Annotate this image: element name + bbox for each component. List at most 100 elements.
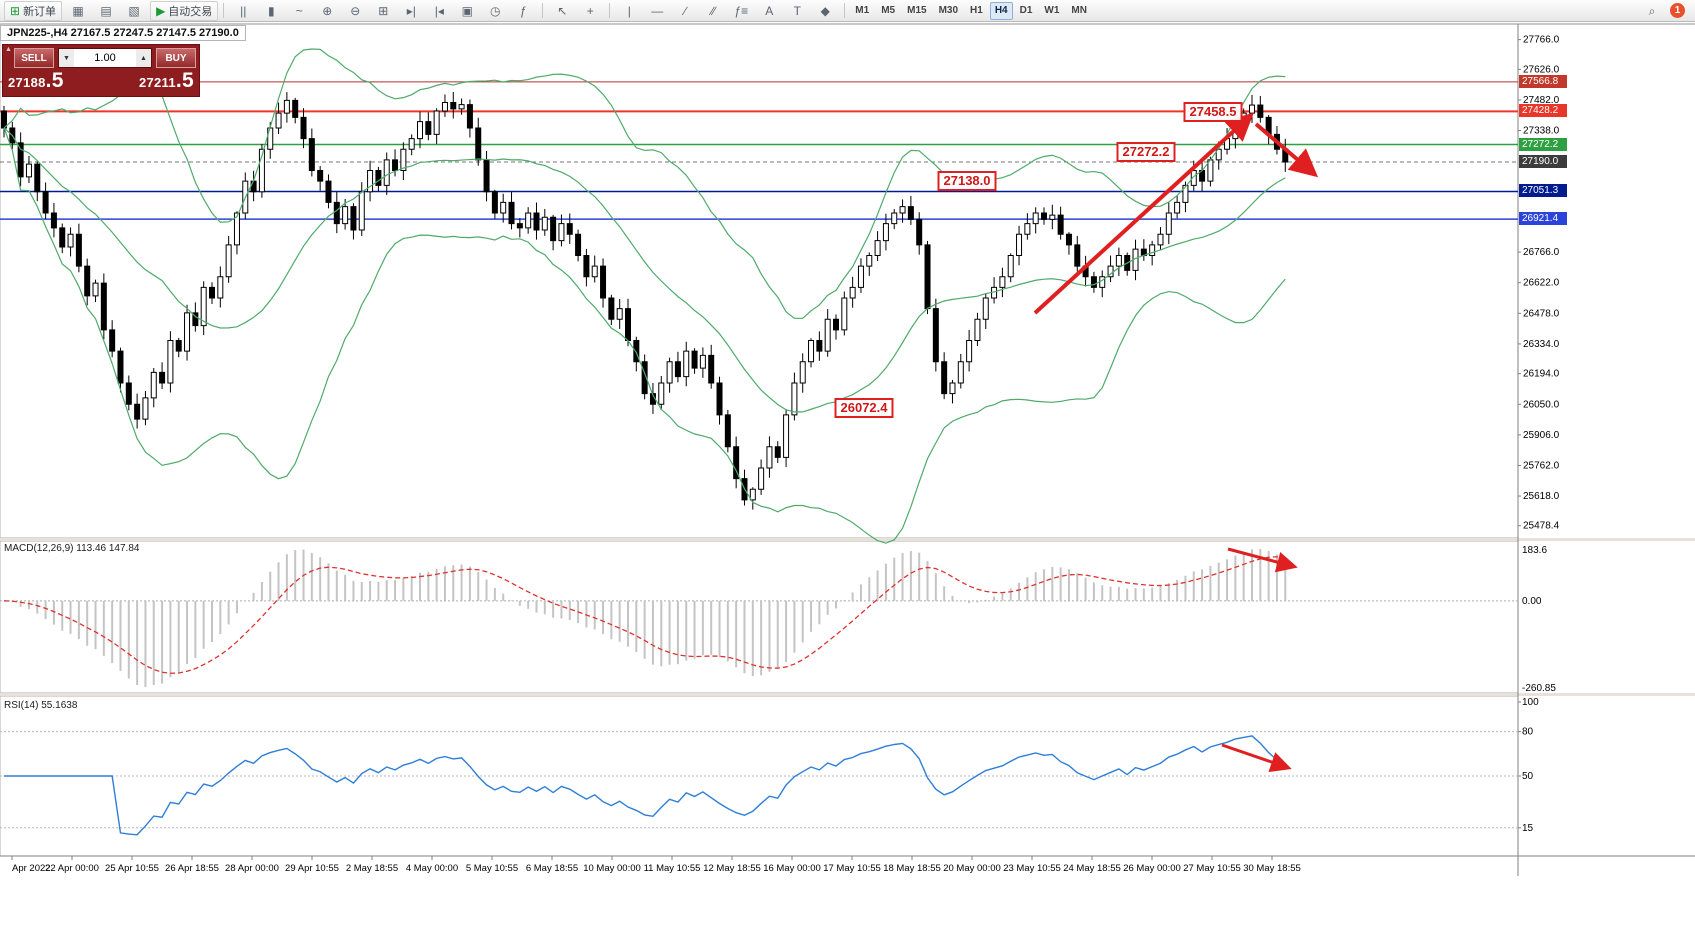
time-axis-label: Apr 2022 [12,863,51,874]
volume-input[interactable] [74,49,136,67]
time-axis-label: 18 May 18:55 [883,863,941,874]
price-annotation[interactable]: 27272.2 [1116,142,1176,162]
volume-increase-button[interactable]: ▲ [136,49,151,67]
time-axis-label: 23 May 10:55 [1003,863,1061,874]
period-clock-button[interactable]: ◷ [481,1,509,21]
chart-shift-icon: |◂ [434,3,444,18]
search-button[interactable]: ⌕ [1638,1,1666,21]
text-label-button[interactable]: T [783,1,811,21]
bar-chart-button[interactable]: || [229,1,257,21]
svg-text:15: 15 [1522,823,1534,834]
price-axis-tick: 26334.0 [1523,339,1560,350]
indicators-icon: ƒ [519,3,527,18]
timeframe-m15[interactable]: M15 [907,4,927,16]
indicators-button[interactable]: ƒ [509,1,537,21]
timeframe-mn[interactable]: MN [1071,4,1087,16]
time-axis-label: 26 Apr 18:55 [165,863,219,874]
notification-badge[interactable]: 1 [1670,3,1685,18]
main-toolbar: ⊞ 新订单 ▦ ▤ ▧ ▶ 自动交易 || ▮ ~ ⊕ ⊖ ⊞ ▸| |◂ ▣ ◷ ƒ ↖ + | — ∕ ∕∕… [0,0,1695,22]
zoom-in-button[interactable]: ⊕ [313,1,341,21]
timeframe-h4[interactable]: H4 [989,1,1013,20]
auto-scroll-button[interactable]: ▸| [397,1,425,21]
toolbar-group-objects: | — ∕ ∕∕ ƒ≡ A T ◆ [615,1,839,21]
collapse-panel-icon[interactable]: ▲ [5,46,12,53]
vertical-line-icon: | [627,3,631,18]
search-icon: ⌕ [1648,3,1656,18]
cursor-icon: ↖ [557,3,568,18]
timeframe-w1[interactable]: W1 [1044,4,1060,16]
buy-button[interactable]: BUY [156,48,196,68]
time-axis-label: 24 May 18:55 [1063,863,1121,874]
time-axis-label: 12 May 18:55 [703,863,761,874]
price-line-tag: 27566.8 [1519,74,1567,88]
toolbar-separator [609,3,611,18]
new-order-label: 新订单 [23,5,57,18]
time-axis-label: 2 May 18:55 [346,863,398,874]
zoom-out-icon: ⊖ [350,3,361,18]
text-button[interactable]: A [755,1,783,21]
svg-text:-260.85: -260.85 [1522,683,1556,694]
timeframe-h1[interactable]: H1 [970,4,983,16]
price-axis-tick: 25478.4 [1523,521,1560,532]
svg-text:80: 80 [1522,727,1534,738]
line-chart-button[interactable]: ~ [285,1,313,21]
timeframe-d1[interactable]: D1 [1019,4,1033,16]
profiles-button[interactable]: ▧ [120,1,148,21]
sell-price: 27188.5 [8,69,64,92]
chart-shift-button[interactable]: |◂ [425,1,453,21]
vertical-line-button[interactable]: | [615,1,643,21]
text-label-icon: T [793,3,801,18]
price-annotation[interactable]: 27458.5 [1183,102,1243,122]
svg-text:0.00: 0.00 [1522,596,1542,607]
new-chart-button[interactable]: ▣ [453,1,481,21]
fibonacci-button[interactable]: ƒ≡ [727,1,755,21]
timeframe-m5[interactable]: M5 [881,4,896,16]
auto-scroll-icon: ▸| [406,3,416,18]
terminal-button[interactable]: ▦ [64,1,92,21]
channel-button[interactable]: ∕∕ [699,1,727,21]
crosshair-button[interactable]: + [576,1,604,21]
time-axis-label: 5 May 10:55 [466,863,518,874]
crosshair-icon: + [586,3,594,18]
svg-text:183.6: 183.6 [1522,545,1547,556]
time-axis-label: 4 May 00:00 [406,863,458,874]
cursor-button[interactable]: ↖ [548,1,576,21]
candlestick-button[interactable]: ▮ [257,1,285,21]
trendline-icon: ∕ [684,3,687,18]
trendline-button[interactable]: ∕ [671,1,699,21]
price-axis-tick: 26050.0 [1523,399,1560,410]
timeframe-m1[interactable]: M1 [855,4,870,16]
price-axis-tick: 25762.0 [1523,460,1560,471]
macd-label: MACD(12,26,9) 113.46 147.84 [4,543,140,554]
candlestick-icon: ▮ [267,3,275,18]
new-order-icon: ⊞ [10,3,21,18]
time-axis-label: 10 May 00:00 [583,863,641,874]
tile-windows-icon: ⊞ [378,3,389,18]
tile-windows-button[interactable]: ⊞ [369,1,397,21]
price-line-tag: 27428.2 [1519,104,1567,118]
toolbar-separator [844,3,846,18]
zoom-out-button[interactable]: ⊖ [341,1,369,21]
horizontal-line-button[interactable]: — [643,1,671,21]
volume-decrease-button[interactable]: ▼ [59,49,74,67]
time-axis-label: 28 Apr 00:00 [225,863,279,874]
chart-title-ohlc: JPN225-,H4 27167.5 27247.5 27147.5 27190… [0,25,246,41]
price-axis-tick: 25906.0 [1523,430,1560,441]
text-icon: A [765,3,774,18]
price-axis-tick: 27626.0 [1523,64,1560,75]
price-annotation[interactable]: 27138.0 [937,171,997,191]
time-axis-label: 20 May 00:00 [943,863,1001,874]
timeframe-m30[interactable]: M30 [938,4,959,16]
price-line-tag: 27051.3 [1519,184,1567,198]
price-axis-tick: 26622.0 [1523,278,1560,289]
price-annotation[interactable]: 26072.4 [834,398,894,418]
charts-grid-button[interactable]: ▤ [92,1,120,21]
shapes-button[interactable]: ◆ [811,1,839,21]
sell-button[interactable]: SELL [14,48,54,68]
shapes-icon: ◆ [820,3,830,18]
toolbar-group-chart-tools: || ▮ ~ ⊕ ⊖ ⊞ ▸| |◂ ▣ ◷ ƒ [229,1,537,21]
auto-trading-icon: ▶ [156,3,166,18]
auto-trading-button[interactable]: ▶ 自动交易 [150,0,219,21]
horizontal-line-icon: — [651,3,664,18]
new-order-button[interactable]: ⊞ 新订单 [4,0,63,21]
